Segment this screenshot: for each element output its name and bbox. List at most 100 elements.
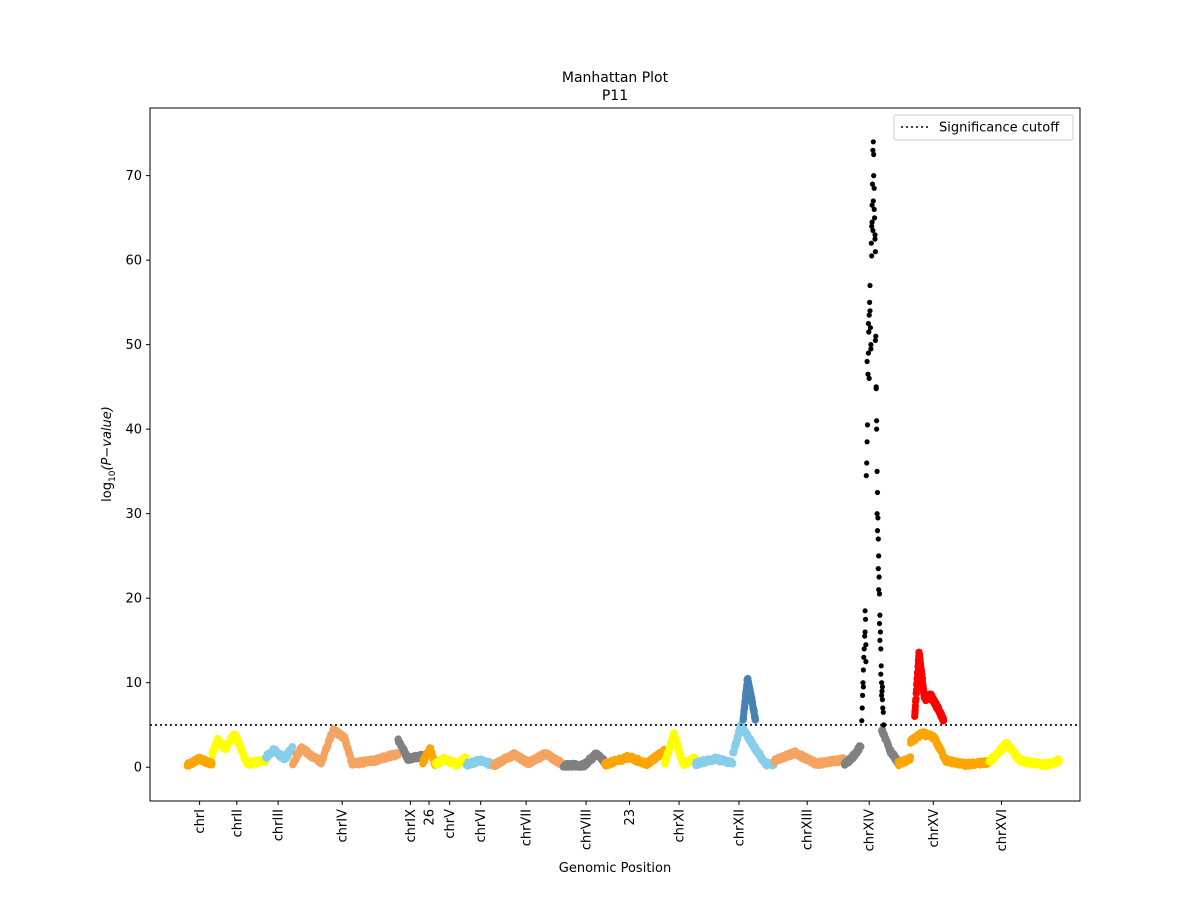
data-point-chrXIV bbox=[876, 620, 883, 627]
y-tick-label: 70 bbox=[125, 169, 142, 184]
legend-cutoff-label: Significance cutoff bbox=[939, 121, 1060, 136]
data-point-chrXIV bbox=[864, 439, 870, 445]
y-axis-label-subscript: 10 bbox=[108, 470, 118, 482]
data-point-chrXIV bbox=[876, 591, 883, 597]
data-point-chrXII-a bbox=[729, 759, 737, 767]
data-point-chrXIV bbox=[869, 219, 875, 225]
data-point-chrXIV bbox=[874, 426, 880, 432]
data-point-chrXIV bbox=[868, 240, 874, 246]
data-point-chrXII-peak bbox=[751, 715, 760, 724]
data-point-chrXIV bbox=[864, 422, 871, 428]
x-tick-label-chrII: chrII bbox=[230, 809, 245, 837]
plot-area-frame bbox=[149, 107, 1081, 802]
data-point-chrXIV bbox=[866, 329, 872, 335]
data-point-chrXIV bbox=[860, 692, 866, 699]
data-point-chrXIV bbox=[871, 206, 877, 212]
data-point-chrXIV bbox=[864, 358, 870, 365]
x-tick-label-chrIV: chrIV bbox=[336, 809, 351, 843]
data-point-chrXIV bbox=[870, 147, 876, 153]
data-point-chrXIV bbox=[876, 553, 882, 559]
x-tick-label-26: 26 bbox=[423, 809, 438, 826]
data-point-chrXIV bbox=[867, 282, 873, 289]
data-point-chrXIV bbox=[869, 253, 875, 259]
data-point-chrXIV bbox=[874, 489, 881, 496]
data-point-chrXIV bbox=[863, 473, 869, 479]
data-point-chrXIV bbox=[868, 346, 874, 352]
data-point-chrXIV bbox=[860, 680, 866, 686]
data-point-chrXV-peak bbox=[912, 695, 920, 703]
data-point-chrXIV bbox=[869, 181, 876, 187]
data-point-chrXIV bbox=[862, 629, 868, 635]
x-tick-label-chrXI: chrXI bbox=[673, 809, 688, 842]
data-point-chrIV bbox=[394, 751, 402, 759]
x-tick-label-chrV: chrV bbox=[443, 809, 458, 839]
data-point-chrXIV bbox=[860, 667, 867, 673]
data-point-chrXIV bbox=[878, 671, 884, 677]
data-point-chrXIV bbox=[877, 637, 883, 644]
data-point-chrXIV-a bbox=[857, 743, 865, 751]
data-point-chrXIV bbox=[878, 663, 884, 669]
x-tick-label-chrXII: chrXII bbox=[733, 809, 748, 846]
data-point-chrXVI bbox=[1055, 757, 1063, 765]
x-tick-label-chrXVI: chrXVI bbox=[995, 809, 1010, 851]
data-point-chrXIV bbox=[859, 718, 865, 724]
chart-title: Manhattan Plot bbox=[562, 70, 669, 86]
x-tick-label-chrXV: chrXV bbox=[927, 809, 942, 848]
data-point-chrXIV bbox=[880, 705, 886, 711]
x-tick-label-chrIX: chrIX bbox=[404, 809, 419, 843]
data-point-chrXIV bbox=[863, 642, 869, 648]
data-point-chrXIV bbox=[865, 371, 871, 377]
x-tick-label-chrVII: chrVII bbox=[520, 809, 535, 846]
x-tick-label-chrXIII: chrXIII bbox=[801, 809, 816, 850]
data-point-chrXIV bbox=[871, 185, 877, 191]
data-point-chrXIV bbox=[880, 709, 886, 715]
data-point-chrXIV bbox=[862, 608, 868, 614]
data-point-chrXIV bbox=[867, 308, 873, 314]
y-tick-label: 0 bbox=[134, 761, 142, 776]
data-point-chrXIV bbox=[874, 468, 880, 474]
legend: Significance cutoff bbox=[893, 114, 1074, 141]
x-tick-label-23: 23 bbox=[623, 809, 638, 826]
data-point-chrXIV bbox=[879, 684, 886, 690]
x-tick-label-chrIII: chrIII bbox=[272, 809, 287, 841]
y-axis: 0 10 20 30 40 50 60 70 bbox=[125, 169, 150, 776]
data-point-chrXIV bbox=[865, 320, 872, 327]
y-tick-label: 60 bbox=[125, 254, 142, 269]
data-point-chrXIV bbox=[879, 697, 886, 703]
data-point-chrXIV bbox=[872, 215, 878, 221]
data-point-chrXIV bbox=[877, 629, 884, 635]
data-point-chrXIV bbox=[864, 460, 870, 466]
data-point-chrXIV bbox=[871, 151, 877, 158]
data-point-chrXIV bbox=[881, 722, 887, 728]
y-tick-label: 20 bbox=[125, 592, 142, 607]
y-tick-label: 10 bbox=[125, 676, 142, 691]
data-point-chrXIV bbox=[872, 249, 879, 255]
data-point-chrXV-peak bbox=[940, 717, 948, 725]
data-point-chrIII bbox=[289, 743, 297, 751]
data-point-chrXIV bbox=[875, 536, 881, 542]
data-point-chrXIV bbox=[874, 418, 880, 424]
data-point-chrXIV bbox=[860, 684, 867, 690]
data-point-chrXIV bbox=[870, 198, 876, 204]
data-point-chrXIV bbox=[876, 587, 882, 593]
y-tick-label: 50 bbox=[125, 338, 142, 353]
data-point-chrXIV bbox=[875, 515, 881, 521]
data-point-chrXIV bbox=[872, 236, 878, 242]
x-axis-label: Genomic Position bbox=[559, 861, 671, 876]
data-point-chrXIV bbox=[878, 646, 884, 652]
x-axis: chrI chrII chrIII chrIV chrIX 26 chrV chrVI chrV… bbox=[193, 801, 1010, 851]
data-point-chrXIV bbox=[873, 333, 879, 339]
y-tick-label: 40 bbox=[125, 423, 142, 438]
x-tick-label-chrVI: chrVI bbox=[474, 809, 489, 842]
data-point-chrXIV bbox=[879, 692, 885, 699]
data-point-chrXIV bbox=[874, 528, 881, 534]
legend-box bbox=[893, 114, 1074, 141]
data-point-chrXIV bbox=[879, 688, 885, 694]
data-point-chrXV-a bbox=[906, 753, 915, 761]
data-point-chrXIV bbox=[862, 633, 868, 639]
data-point-chrXIV bbox=[869, 202, 875, 208]
data-point-chrXIV bbox=[863, 659, 869, 665]
data-point-chrI bbox=[208, 760, 216, 768]
y-axis-label: log10(P−value) bbox=[100, 406, 118, 502]
